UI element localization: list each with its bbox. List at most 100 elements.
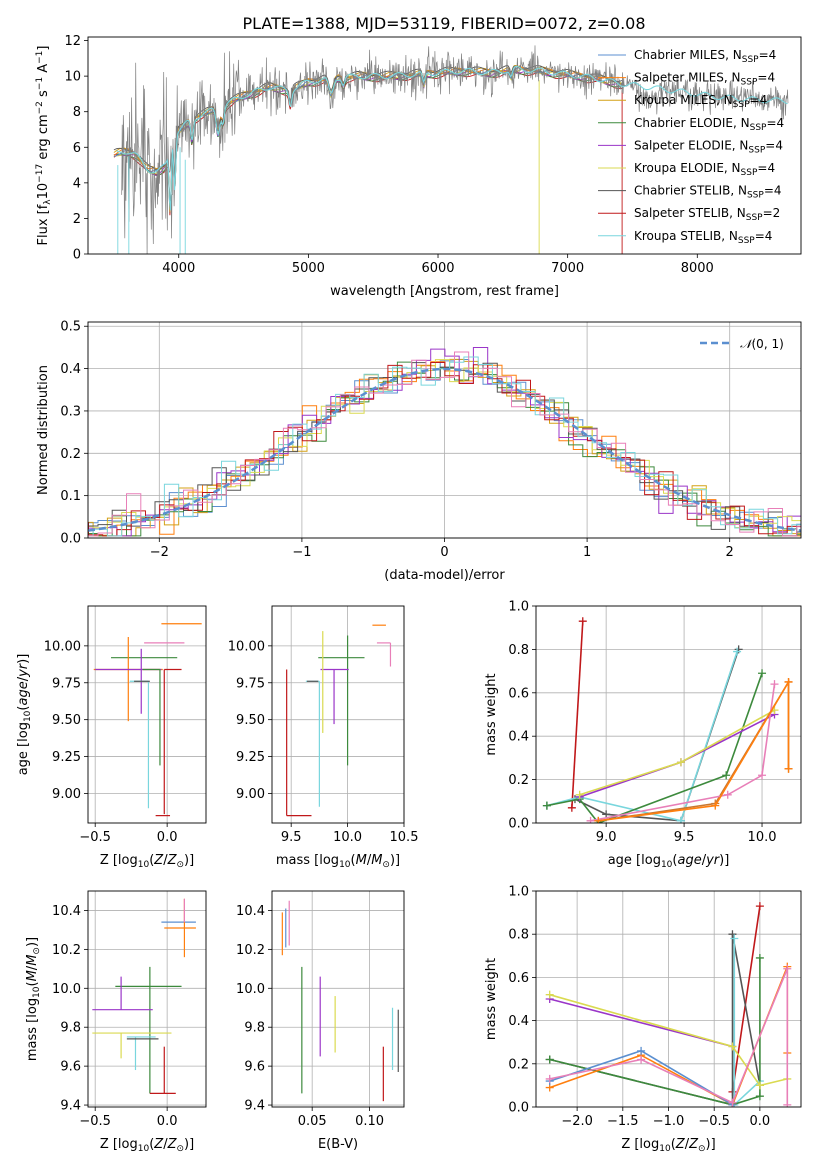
y-tick-label: 9.50 (52, 713, 81, 728)
weight-marker (784, 677, 793, 686)
y-tick-label: 9.75 (236, 676, 265, 691)
y-axis-label: mass weight (484, 673, 499, 755)
y-tick-label: 0.1 (60, 489, 81, 504)
plot-area (88, 347, 801, 537)
weight-marker (711, 801, 720, 810)
x-tick-label: −1.0 (653, 1114, 685, 1129)
plot-area (113, 45, 789, 254)
y-tick-label: 9.8 (60, 1021, 81, 1036)
weight-line-kroupa_elodie (549, 993, 788, 1087)
x-tick-label: 9.0 (596, 830, 617, 845)
legend-label: Salpeter MILES, NSSP=4 (634, 71, 775, 88)
data-point (142, 668, 161, 766)
x-axis-label: wavelength [Angstrom, rest frame] (330, 284, 559, 299)
weight-line-chabrier_elodie (549, 958, 761, 1106)
weight-marker (728, 1098, 737, 1107)
weight-marker (770, 680, 779, 689)
x-tick-label: 0.10 (355, 1114, 384, 1129)
x-axis-label: (data-model)/error (384, 568, 505, 583)
x-axis-label: Z [log10(Z/Z⊙)] (100, 853, 194, 870)
weight-marker (586, 816, 595, 823)
x-tick-label: 6000 (421, 261, 454, 276)
y-tick-label: 12 (64, 34, 81, 49)
data-point (149, 1046, 176, 1094)
panel-weight_vs_age: 9.0 9.5 10.0 0.0 0.2 0.4 0.6 0.8 1.0 mass weight a… (484, 600, 802, 870)
weight-line-salpeter_stelib (731, 905, 761, 1093)
y-tick-label: 0.0 (508, 1101, 529, 1116)
y-tick-label: 10.00 (44, 639, 81, 654)
histogram-kroupa_stelib (88, 356, 801, 537)
weight-marker (637, 1046, 646, 1055)
x-tick-label: 5000 (292, 261, 325, 276)
x-axis-label: E(B-V) (318, 1137, 358, 1152)
histogram-kroupa_miles (88, 358, 801, 537)
x-tick-label: −2.0 (561, 1114, 593, 1129)
histogram-pink (88, 351, 801, 537)
x-tick-label: 0.0 (750, 1114, 771, 1129)
x-tick-label: 0.0 (157, 830, 178, 845)
data-point (129, 680, 150, 809)
axes-frame (87, 605, 207, 824)
weight-marker (784, 764, 793, 773)
y-tick-label: 0 (73, 248, 81, 263)
legend-label: Salpeter ELODIE, NSSP=4 (634, 138, 783, 155)
x-tick-label: −0.5 (79, 830, 111, 845)
x-tick-label: −0.5 (698, 1114, 730, 1129)
model-spectrum-salpeter_stelib (113, 70, 623, 216)
y-tick-label: 10.2 (52, 943, 81, 958)
y-tick-label: 0.2 (508, 1057, 529, 1072)
y-tick-label: 10.4 (236, 904, 265, 919)
legend-label: 𝒩(0, 1) (740, 337, 784, 351)
y-tick-label: 10.0 (52, 982, 81, 997)
y-tick-label: 10.2 (236, 943, 265, 958)
y-axis-label: mass [log10(M/M⊙)] (25, 937, 42, 1061)
weight-line-pink (590, 683, 776, 822)
observed-spectrum (121, 45, 789, 254)
legend-label: Chabrier STELIB, NSSP=4 (634, 184, 782, 201)
x-tick-label: 2 (726, 545, 734, 560)
x-tick-label: 0.0 (157, 1114, 178, 1129)
y-tick-label: 10.0 (236, 982, 265, 997)
y-tick-label: 9.25 (52, 750, 81, 765)
y-tick-label: 0.4 (508, 1014, 529, 1029)
x-tick-label: −0.5 (79, 1114, 111, 1129)
data-point (92, 1032, 172, 1059)
weight-marker (730, 934, 739, 943)
weight-marker (723, 790, 732, 799)
weight-marker (567, 803, 576, 812)
plot-area (286, 624, 392, 817)
y-tick-label: 9.25 (236, 750, 265, 765)
weight-marker (755, 1092, 764, 1101)
panel-age_vs_mass: 9.5 10.0 10.5 9.00 9.25 9.50 9.75 10.00 mass [lo… (228, 605, 419, 870)
figure-title: PLATE=1388, MJD=53119, FIBERID=0072, z=0… (242, 14, 645, 33)
y-tick-label: 9.6 (60, 1060, 81, 1075)
x-tick-label: 9.5 (674, 830, 695, 845)
weight-marker (758, 669, 767, 678)
plot-area (542, 617, 793, 823)
weight-marker (733, 647, 742, 656)
axes-frame (271, 890, 405, 1108)
gaussian-curve (88, 367, 801, 532)
x-axis-label: Z [log10(Z/Z⊙)] (100, 1137, 194, 1154)
weight-marker (594, 816, 603, 823)
model-spectrum-kroupa_miles (113, 65, 623, 211)
y-tick-label: 0.0 (508, 817, 529, 832)
y-tick-label: 4 (73, 176, 81, 191)
x-tick-label: 10.5 (390, 830, 419, 845)
model-spectrum-chabrier_miles (113, 66, 623, 212)
x-axis-label: age [log10(age/yr)] (608, 853, 730, 870)
y-tick-label: 0.0 (60, 532, 81, 547)
y-tick-label: 9.8 (244, 1021, 265, 1036)
y-axis-label: Normed distribution (36, 365, 51, 495)
data-point (376, 642, 392, 667)
data-point (318, 635, 365, 766)
weight-marker (783, 1100, 792, 1107)
data-point (163, 668, 182, 815)
weight-marker (602, 810, 611, 819)
y-tick-label: 0.2 (60, 447, 81, 462)
weight-marker (728, 930, 737, 939)
x-tick-label: 7000 (551, 261, 584, 276)
y-tick-label: 0.2 (508, 773, 529, 788)
weight-marker (755, 1081, 764, 1090)
y-tick-label: 10 (64, 70, 81, 85)
